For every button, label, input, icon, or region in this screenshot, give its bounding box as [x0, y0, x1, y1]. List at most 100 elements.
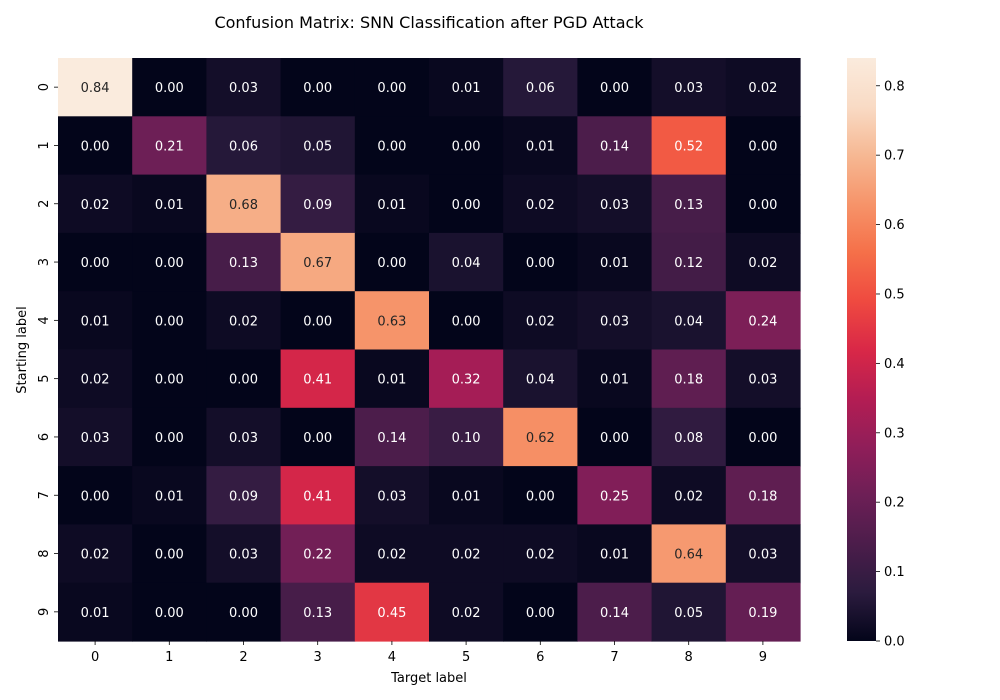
- cell-value-label: 0.25: [600, 489, 629, 504]
- cell-value-label: 0.03: [674, 81, 703, 96]
- cell-value-label: 0.01: [452, 81, 481, 96]
- cell-value-label: 0.00: [155, 548, 184, 563]
- x-tick-label: 0: [91, 650, 99, 665]
- cell-value-label: 0.64: [674, 548, 703, 563]
- cell-value-label: 0.01: [377, 373, 406, 388]
- colorbar-tick-label: 0.4: [884, 357, 905, 372]
- cell-value-label: 0.00: [377, 256, 406, 271]
- cell-value-label: 0.01: [526, 139, 555, 154]
- x-tick-label: 9: [759, 650, 767, 665]
- cell-value-label: 0.63: [377, 314, 406, 329]
- cell-value-label: 0.02: [229, 314, 258, 329]
- cell-value-label: 0.00: [155, 606, 184, 621]
- cell-value-label: 0.00: [81, 489, 110, 504]
- cell-value-label: 0.04: [452, 256, 481, 271]
- cell-value-label: 0.00: [377, 81, 406, 96]
- cell-value-label: 0.62: [526, 431, 555, 446]
- colorbar-tick-label: 0.0: [884, 635, 905, 650]
- cell-value-label: 0.03: [81, 431, 110, 446]
- cell-value-label: 0.00: [303, 431, 332, 446]
- cell-value-label: 0.02: [526, 198, 555, 213]
- cell-value-label: 0.00: [229, 606, 258, 621]
- cell-value-label: 0.12: [674, 256, 703, 271]
- y-tick-label: 9: [37, 608, 52, 616]
- cell-value-label: 0.14: [600, 139, 629, 154]
- cell-value-label: 0.00: [155, 373, 184, 388]
- y-tick-label: 4: [37, 316, 52, 324]
- cell-value-label: 0.03: [748, 373, 777, 388]
- cell-value-label: 0.00: [526, 256, 555, 271]
- cell-value-label: 0.03: [748, 548, 777, 563]
- x-tick-label: 4: [388, 650, 396, 665]
- cell-value-label: 0.14: [377, 431, 406, 446]
- cell-value-label: 0.00: [229, 373, 258, 388]
- cell-value-label: 0.01: [600, 256, 629, 271]
- cell-value-label: 0.02: [81, 548, 110, 563]
- y-tick-label: 8: [37, 549, 52, 557]
- cell-value-label: 0.18: [674, 373, 703, 388]
- cell-value-label: 0.02: [748, 256, 777, 271]
- cell-value-label: 0.13: [674, 198, 703, 213]
- x-axis-label: Target label: [390, 671, 467, 686]
- y-tick-label: 3: [37, 258, 52, 266]
- cell-value-label: 0.02: [674, 489, 703, 504]
- cell-value-label: 0.21: [155, 139, 184, 154]
- x-tick-label: 6: [536, 650, 544, 665]
- cell-value-label: 0.03: [377, 489, 406, 504]
- cell-value-label: 0.24: [748, 314, 777, 329]
- chart-title: Confusion Matrix: SNN Classification aft…: [214, 13, 644, 32]
- cell-value-label: 0.04: [526, 373, 555, 388]
- cell-value-label: 0.02: [748, 81, 777, 96]
- x-tick-label: 7: [610, 650, 618, 665]
- cell-value-label: 0.01: [155, 198, 184, 213]
- y-axis-ticks: 0123456789: [37, 83, 58, 616]
- cell-value-label: 0.03: [229, 548, 258, 563]
- cell-value-label: 0.02: [526, 548, 555, 563]
- cell-value-label: 0.00: [748, 198, 777, 213]
- cell-value-label: 0.00: [452, 198, 481, 213]
- y-tick-label: 1: [37, 141, 52, 149]
- cell-value-label: 0.00: [303, 81, 332, 96]
- cell-value-label: 0.05: [674, 606, 703, 621]
- y-axis-label: Starting label: [15, 306, 30, 393]
- cell-value-label: 0.00: [81, 139, 110, 154]
- cell-value-label: 0.00: [452, 139, 481, 154]
- colorbar-tick-label: 0.6: [884, 218, 905, 233]
- colorbar-tick-label: 0.7: [884, 149, 905, 164]
- cell-value-label: 0.00: [155, 314, 184, 329]
- cell-value-label: 0.06: [229, 139, 258, 154]
- cell-value-label: 0.00: [155, 256, 184, 271]
- cell-value-label: 0.18: [748, 489, 777, 504]
- y-tick-label: 0: [37, 83, 52, 91]
- cell-value-label: 0.45: [377, 606, 406, 621]
- cell-value-label: 0.04: [674, 314, 703, 329]
- colorbar-tick-label: 0.5: [884, 287, 905, 302]
- cell-value-label: 0.09: [303, 198, 332, 213]
- colorbar-tick-label: 0.2: [884, 496, 905, 511]
- cell-value-label: 0.00: [377, 139, 406, 154]
- colorbar-gradient: [847, 58, 876, 641]
- cell-value-label: 0.52: [674, 139, 703, 154]
- cell-value-label: 0.13: [303, 606, 332, 621]
- cell-value-label: 0.00: [155, 81, 184, 96]
- cell-value-label: 0.00: [526, 489, 555, 504]
- cell-value-label: 0.02: [81, 373, 110, 388]
- cell-value-label: 0.02: [377, 548, 406, 563]
- cell-value-label: 0.00: [748, 139, 777, 154]
- y-tick-label: 7: [37, 491, 52, 499]
- cell-value-label: 0.00: [303, 314, 332, 329]
- cell-value-label: 0.03: [229, 431, 258, 446]
- x-tick-label: 5: [462, 650, 470, 665]
- cell-value-label: 0.03: [600, 198, 629, 213]
- cell-value-label: 0.41: [303, 489, 332, 504]
- cell-value-label: 0.08: [674, 431, 703, 446]
- cell-value-label: 0.02: [452, 606, 481, 621]
- cell-value-label: 0.22: [303, 548, 332, 563]
- cell-value-label: 0.02: [452, 548, 481, 563]
- cell-value-label: 0.14: [600, 606, 629, 621]
- cell-value-label: 0.00: [600, 431, 629, 446]
- cell-value-label: 0.09: [229, 489, 258, 504]
- cell-value-label: 0.03: [600, 314, 629, 329]
- cell-value-label: 0.00: [748, 431, 777, 446]
